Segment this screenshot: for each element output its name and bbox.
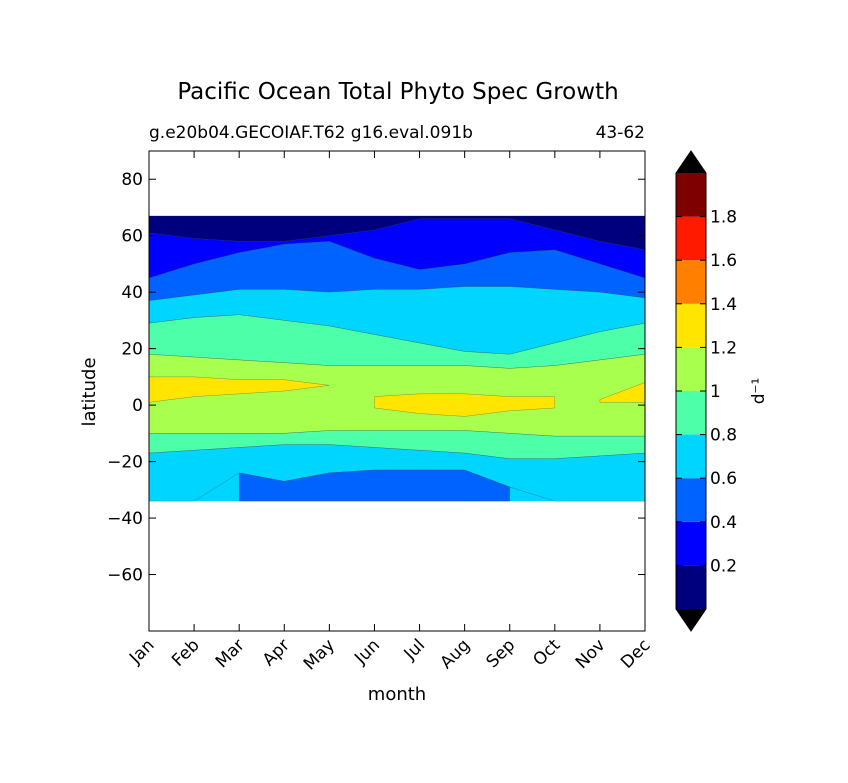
colorbar-segment (676, 478, 706, 522)
colorbar-tick-label: 0.4 (710, 513, 737, 533)
y-tick-label: 40 (121, 283, 143, 303)
x-tick-label: Feb (168, 635, 203, 670)
colorbar: 0.2 0.4 0.6 0.8 1 1.2 1.4 1.6 1.8 (675, 150, 737, 632)
chart-subtitle-right: 43-62 (596, 123, 645, 143)
colorbar-segment (676, 565, 706, 609)
chart-subtitle-left: g.e20b04.GECOIAF.T62 g16.eval.091b (149, 123, 473, 143)
colorbar-tick-label: 1.4 (710, 295, 737, 315)
colorbar-segment (676, 216, 706, 261)
x-tick-label: Apr (259, 635, 294, 670)
colorbar-segment (676, 521, 706, 566)
x-tick-label: Sep (482, 635, 519, 672)
x-axis-label: month (368, 684, 426, 705)
colorbar-tick-label: 1.6 (710, 251, 737, 271)
y-tick-label: 20 (121, 340, 143, 360)
x-tick-label: Dec (617, 635, 654, 672)
colorbar-label: d⁻¹ (749, 378, 769, 405)
colorbar-segment (676, 303, 706, 348)
chart-title: Pacific Ocean Total Phyto Spec Growth (177, 79, 618, 105)
colorbar-tick-label: 0.6 (710, 469, 737, 489)
contour-band-0.4-0.6-south (238, 469, 510, 502)
plot-frame (148, 150, 646, 632)
x-tick-label: Aug (437, 635, 475, 673)
x-tick-label: Oct (529, 635, 564, 670)
x-tick-label: Jan (125, 635, 158, 668)
x-tick-label: Jun (350, 635, 384, 669)
colorbar-outline (675, 150, 707, 632)
colorbar-segment (676, 391, 706, 435)
colorbar-extend-over (676, 151, 706, 173)
colorbar-tick-label: 1 (710, 382, 721, 402)
y-tick-label: −20 (107, 453, 143, 473)
colorbar-tick-label: 1.8 (710, 208, 737, 228)
colorbar-segment (676, 434, 706, 479)
colorbar-segment (676, 260, 706, 304)
contour-band-1.2-1.4-central (374, 393, 556, 417)
contour-band-1.2-1.4-west (148, 376, 330, 403)
colorbar-tick-label: 0.2 (710, 556, 737, 576)
colorbar-tick-label: 0.8 (710, 426, 737, 446)
y-tick-label: 80 (121, 170, 143, 190)
colorbar-segment (676, 347, 706, 391)
x-tick-label: Mar (212, 635, 249, 672)
y-tick-label: 0 (132, 396, 143, 416)
y-tick-label: 60 (121, 227, 143, 247)
colorbar-extend-under (676, 609, 706, 631)
y-tick-label: −60 (107, 566, 143, 586)
y-axis-label: latitude (79, 357, 100, 426)
colorbar-tick-label: 1.2 (710, 338, 737, 358)
x-tick-label: May (300, 635, 339, 674)
x-tick-label: Jul (400, 635, 429, 664)
y-tick-label: −40 (107, 509, 143, 529)
contour-plot (148, 215, 646, 502)
colorbar-segment (676, 173, 706, 217)
x-tick-label: Nov (572, 635, 610, 673)
